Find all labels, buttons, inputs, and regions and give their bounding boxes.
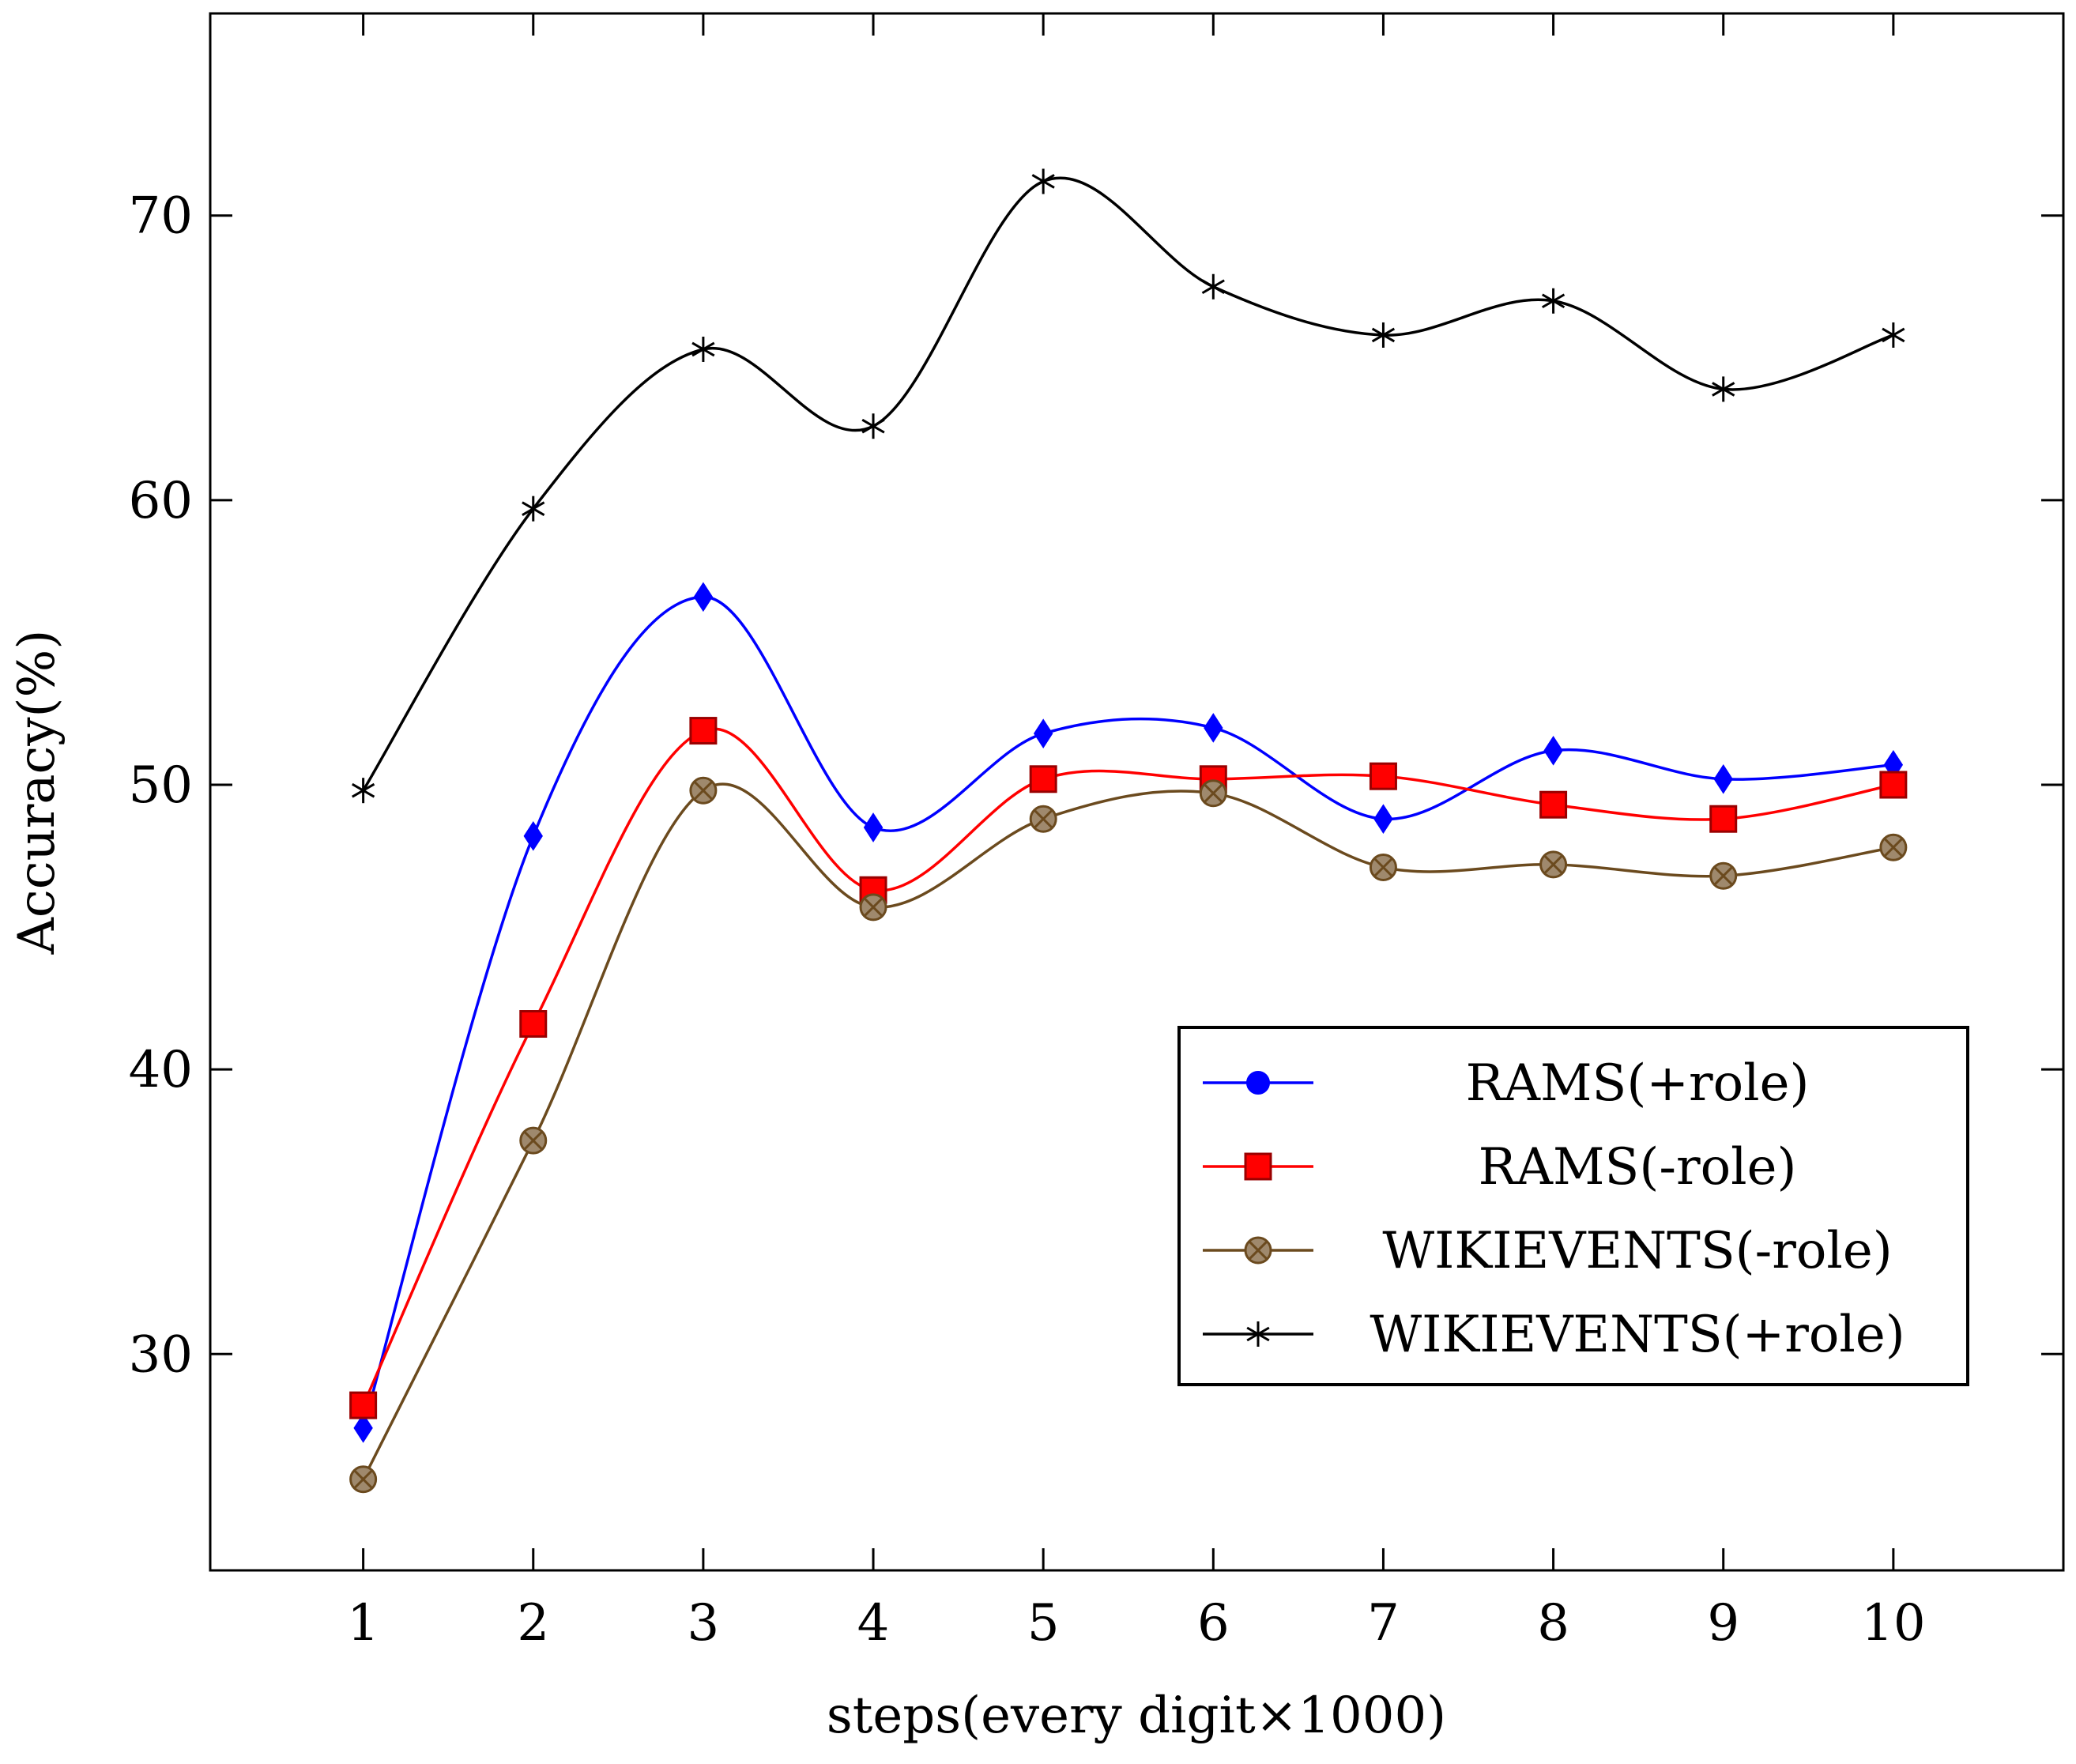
legend: RAMS(+role) RAMS(-role) WIKIEVENTS(-role) W…	[1177, 1026, 1969, 1386]
data-point	[519, 1010, 548, 1038]
plot-content	[349, 168, 1908, 1494]
data-point	[861, 413, 885, 439]
legend-entry: WIKIEVENTS(-role)	[1203, 1222, 1893, 1280]
legend-entries: RAMS(+role) RAMS(-role) WIKIEVENTS(-role) W…	[1203, 1054, 1905, 1364]
legend-marker	[1244, 1236, 1272, 1265]
data-point	[1539, 790, 1568, 819]
legend-label: RAMS(+role)	[1466, 1054, 1810, 1113]
x-axis-ticks: 1 2 3 4 5 6 7 8 9 10	[347, 13, 1926, 1653]
x-tick-label: 9	[1707, 1594, 1739, 1653]
data-point	[1713, 763, 1733, 794]
legend-marker	[1246, 1071, 1270, 1095]
data-point	[1204, 713, 1223, 743]
y-axis-label: Accuracy(%)	[8, 630, 66, 956]
legend-marker	[1244, 1152, 1272, 1181]
data-point	[689, 776, 718, 805]
data-point	[693, 582, 714, 612]
data-point	[863, 812, 884, 842]
x-tick-label: 8	[1537, 1594, 1569, 1653]
y-tick-label: 50	[129, 756, 193, 815]
data-point	[1031, 168, 1055, 194]
data-point	[1369, 853, 1397, 881]
data-point	[349, 1391, 378, 1419]
series-WIKIEVENTS(+role)	[352, 168, 1905, 804]
data-point	[689, 717, 718, 745]
x-axis-label: steps(every digit×1000)	[827, 1687, 1446, 1745]
x-tick-label: 1	[347, 1594, 379, 1653]
data-point	[519, 1126, 548, 1155]
data-point	[353, 1413, 373, 1443]
data-point	[1879, 771, 1908, 799]
legend-entry: WIKIEVENTS(+role)	[1203, 1306, 1905, 1364]
y-tick-label: 30	[129, 1325, 193, 1384]
data-point	[1029, 765, 1057, 793]
legend-entry: RAMS(+role)	[1203, 1054, 1809, 1113]
data-point	[1543, 735, 1563, 766]
y-tick-label: 70	[129, 187, 193, 246]
y-tick-label: 40	[129, 1041, 193, 1099]
data-point	[349, 1465, 378, 1494]
data-point	[1029, 805, 1057, 833]
x-tick-label: 6	[1197, 1594, 1230, 1653]
data-point	[1712, 376, 1735, 402]
data-point	[1709, 805, 1738, 833]
data-point	[1373, 804, 1393, 835]
series-line	[362, 176, 1894, 792]
data-point	[1199, 779, 1227, 808]
x-tick-label: 5	[1027, 1594, 1060, 1653]
series-WIKIEVENTS(-role)	[349, 776, 1908, 1494]
y-axis-ticks: 30 40 50 60 70	[129, 187, 2063, 1384]
x-tick-label: 3	[688, 1594, 720, 1653]
legend-marker	[1246, 1321, 1270, 1347]
legend-box	[1177, 1026, 1969, 1386]
legend-label: WIKIEVENTS(-role)	[1382, 1222, 1892, 1280]
data-point	[1541, 288, 1565, 314]
data-point	[1201, 273, 1225, 300]
x-tick-label: 4	[857, 1594, 890, 1653]
data-point	[522, 496, 545, 522]
plot-frame	[209, 12, 2065, 1572]
x-tick-label: 7	[1367, 1594, 1400, 1653]
legend-entry: RAMS(-role)	[1203, 1138, 1796, 1197]
data-point	[1369, 762, 1397, 790]
data-point	[1709, 861, 1738, 890]
series-RAMS(+role)	[353, 582, 1904, 1443]
x-tick-label: 2	[517, 1594, 549, 1653]
data-point	[352, 778, 375, 804]
series-line	[362, 727, 1894, 1406]
x-tick-label: 10	[1861, 1594, 1925, 1653]
data-point	[859, 893, 887, 922]
data-point	[1371, 322, 1396, 348]
data-point	[1033, 718, 1053, 749]
data-point	[1882, 322, 1905, 348]
data-point	[1539, 850, 1568, 879]
data-point	[1879, 833, 1908, 861]
data-point	[691, 336, 715, 362]
y-tick-label: 60	[129, 472, 193, 530]
legend-label: RAMS(-role)	[1479, 1138, 1797, 1197]
legend-label: WIKIEVENTS(+role)	[1370, 1306, 1905, 1364]
data-point	[523, 820, 543, 851]
